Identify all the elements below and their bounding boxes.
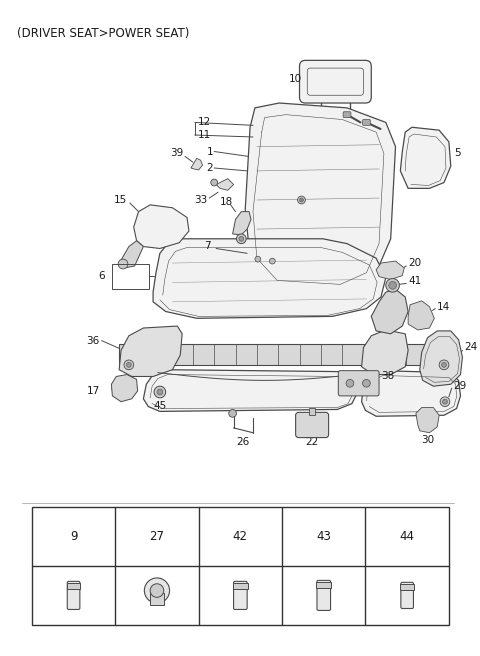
Circle shape (443, 400, 447, 404)
Text: 42: 42 (233, 530, 248, 543)
Text: 1: 1 (206, 146, 213, 157)
Bar (233, 583, 248, 588)
Text: 24: 24 (464, 342, 478, 352)
Text: 44: 44 (400, 530, 415, 543)
Text: 2: 2 (206, 163, 213, 173)
Circle shape (362, 379, 370, 387)
Circle shape (439, 360, 449, 370)
Text: 39: 39 (170, 148, 184, 159)
Text: 15: 15 (114, 195, 128, 205)
Circle shape (389, 281, 396, 289)
Circle shape (269, 258, 275, 264)
Text: 11: 11 (198, 130, 211, 140)
FancyBboxPatch shape (234, 581, 247, 609)
Polygon shape (420, 331, 462, 386)
Text: (DRIVER SEAT>POWER SEAT): (DRIVER SEAT>POWER SEAT) (17, 28, 190, 41)
Polygon shape (121, 241, 144, 268)
Text: 18: 18 (220, 197, 233, 207)
Text: 45: 45 (153, 401, 167, 411)
Text: 5: 5 (454, 148, 460, 159)
Circle shape (239, 236, 244, 241)
Polygon shape (361, 330, 408, 375)
Bar (119, 344, 449, 365)
Circle shape (229, 409, 237, 417)
Text: 30: 30 (421, 436, 434, 445)
Circle shape (157, 389, 163, 395)
Circle shape (150, 584, 164, 598)
Polygon shape (400, 127, 451, 188)
FancyBboxPatch shape (300, 60, 371, 103)
Text: 17: 17 (86, 386, 100, 396)
Circle shape (237, 234, 246, 243)
Text: 38: 38 (381, 371, 394, 382)
Polygon shape (233, 212, 251, 235)
Bar (309, 407, 315, 415)
Polygon shape (119, 326, 182, 377)
Polygon shape (111, 375, 138, 401)
Bar (400, 584, 414, 590)
Polygon shape (144, 370, 358, 411)
Text: 6: 6 (98, 271, 105, 281)
Text: 36: 36 (86, 336, 100, 346)
Polygon shape (361, 371, 460, 417)
Text: 7: 7 (204, 241, 211, 251)
Circle shape (118, 259, 128, 269)
Text: 27: 27 (149, 530, 165, 543)
Bar (67, 583, 80, 588)
Text: 33: 33 (194, 195, 207, 205)
FancyBboxPatch shape (296, 413, 329, 438)
Text: 14: 14 (437, 302, 450, 312)
Text: 10: 10 (289, 73, 302, 84)
Text: 29: 29 (454, 381, 467, 391)
Circle shape (211, 179, 217, 186)
Polygon shape (216, 178, 234, 190)
Circle shape (442, 362, 446, 367)
Circle shape (300, 198, 303, 202)
Polygon shape (191, 158, 203, 170)
Polygon shape (153, 239, 386, 318)
Circle shape (126, 362, 131, 367)
Polygon shape (245, 103, 396, 287)
Bar (150, 594, 164, 605)
Circle shape (154, 386, 166, 398)
Circle shape (144, 578, 169, 603)
Text: 22: 22 (305, 438, 319, 447)
FancyBboxPatch shape (401, 583, 413, 609)
Bar (32, 507, 449, 625)
Circle shape (255, 256, 261, 262)
Text: 20: 20 (408, 258, 421, 268)
FancyBboxPatch shape (317, 581, 331, 611)
Bar (316, 582, 331, 588)
Text: 26: 26 (237, 438, 250, 447)
Circle shape (346, 379, 354, 387)
Circle shape (124, 360, 134, 370)
Circle shape (386, 279, 399, 292)
Text: 9: 9 (70, 530, 77, 543)
Polygon shape (134, 205, 189, 249)
Text: 41: 41 (408, 276, 421, 287)
Polygon shape (376, 261, 404, 279)
FancyBboxPatch shape (338, 371, 379, 396)
FancyBboxPatch shape (362, 119, 370, 125)
Circle shape (440, 397, 450, 407)
Polygon shape (408, 301, 434, 330)
Polygon shape (416, 407, 439, 433)
Bar (112, 264, 149, 289)
FancyBboxPatch shape (343, 112, 351, 117)
Circle shape (298, 196, 305, 204)
FancyBboxPatch shape (67, 581, 80, 609)
Polygon shape (371, 289, 408, 334)
Text: 43: 43 (316, 530, 331, 543)
Text: 12: 12 (198, 117, 211, 127)
